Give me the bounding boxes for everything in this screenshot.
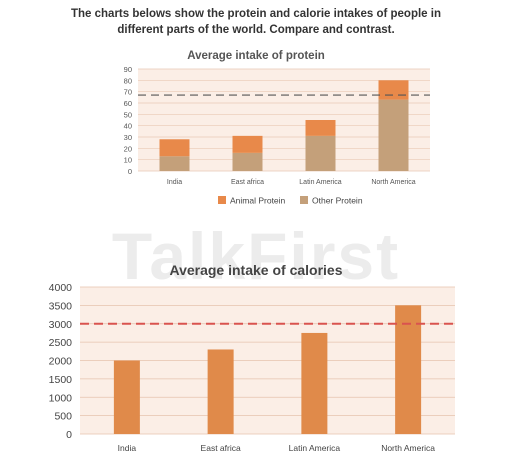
protein-y-tick-label: 80 <box>124 76 132 85</box>
calorie-y-tick-label: 2500 <box>49 337 73 349</box>
calorie-chart-title: Average intake of calories <box>169 262 343 278</box>
animal-protein-bar <box>305 120 336 136</box>
watermark-logo: TalkFirst <box>111 219 401 293</box>
calorie-y-tick-label: 3500 <box>49 300 73 312</box>
calorie-x-tick-label: India <box>118 443 137 453</box>
calorie-y-tick-label: 1500 <box>49 374 73 386</box>
protein-x-tick-label: Latin America <box>299 179 342 186</box>
protein-y-tick-label: 40 <box>124 122 132 131</box>
other-protein-bar <box>232 152 263 171</box>
protein-x-tick-label: North America <box>371 179 415 186</box>
legend-other-protein-label: Other Protein <box>312 196 363 206</box>
protein-x-tick-label: India <box>167 179 182 186</box>
protein-chart-title: Average intake of protein <box>187 50 325 62</box>
task-prompt-line-1: The charts belows show the protein and c… <box>71 8 441 20</box>
protein-y-tick-label: 50 <box>124 110 132 119</box>
other-protein-bar <box>378 99 409 171</box>
legend-other-protein-swatch <box>300 196 308 204</box>
calorie-y-tick-label: 1000 <box>49 392 73 404</box>
calorie-y-tick-label: 3000 <box>49 319 73 331</box>
calorie-y-tick-label: 500 <box>54 411 72 423</box>
other-protein-bar <box>159 156 190 171</box>
calorie-bar <box>207 349 234 434</box>
protein-y-tick-label: 60 <box>124 99 132 108</box>
protein-y-tick-label: 0 <box>128 167 132 176</box>
calorie-x-tick-label: North America <box>381 443 435 453</box>
protein-y-tick-label: 20 <box>124 144 132 153</box>
calorie-bar <box>395 305 422 434</box>
protein-y-tick-label: 90 <box>124 65 132 74</box>
legend-animal-protein-swatch <box>218 196 226 204</box>
task-prompt: The charts belows show the protein and c… <box>0 6 512 38</box>
animal-protein-bar <box>232 135 263 153</box>
calorie-y-tick-label: 2000 <box>49 356 73 368</box>
calorie-bar <box>301 332 328 434</box>
calorie-x-tick-label: East africa <box>201 443 241 453</box>
protein-y-tick-label: 30 <box>124 133 132 142</box>
protein-x-tick-label: East africa <box>231 179 264 186</box>
calorie-y-tick-label: 0 <box>66 429 72 441</box>
protein-y-tick-label: 10 <box>124 156 132 165</box>
calorie-x-tick-label: Latin America <box>289 443 341 453</box>
calorie-bar <box>113 360 140 434</box>
protein-y-tick-label: 70 <box>124 88 132 97</box>
calorie-y-tick-label: 4000 <box>49 282 73 294</box>
animal-protein-bar <box>159 139 190 157</box>
legend-animal-protein-label: Animal Protein <box>230 196 286 206</box>
task-prompt-line-2: different parts of the world. Compare an… <box>117 24 395 36</box>
other-protein-bar <box>305 135 336 171</box>
